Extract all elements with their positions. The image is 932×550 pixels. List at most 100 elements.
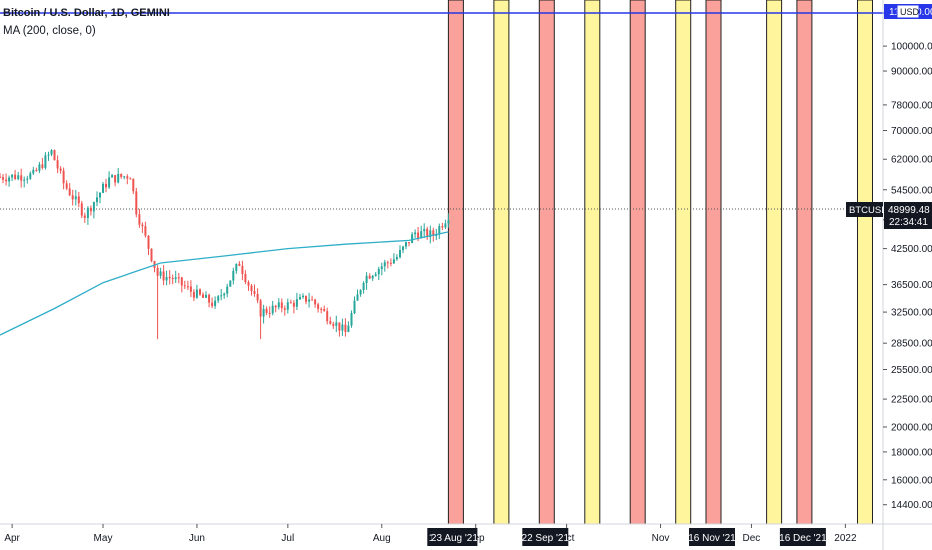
candle-body bbox=[405, 242, 407, 247]
candle-body bbox=[83, 215, 86, 218]
candle-body bbox=[26, 178, 29, 180]
highlight-band-yellow[interactable] bbox=[584, 0, 601, 525]
candle-body bbox=[368, 275, 371, 279]
candle-body bbox=[174, 277, 177, 280]
candle-body bbox=[362, 283, 365, 290]
candle-body bbox=[80, 203, 83, 216]
highlight-band-red[interactable] bbox=[629, 0, 646, 525]
candle-body bbox=[377, 268, 380, 275]
candle-body bbox=[274, 305, 277, 308]
date-badge bbox=[779, 528, 826, 546]
candle-body bbox=[395, 257, 398, 260]
candle-body bbox=[38, 164, 41, 171]
candle-body bbox=[447, 220, 450, 224]
highlight-band-yellow[interactable] bbox=[493, 0, 510, 525]
candle-body bbox=[365, 275, 368, 283]
candle-body bbox=[141, 224, 144, 227]
candle-body bbox=[105, 183, 107, 188]
currency-badge[interactable]: USD bbox=[896, 4, 920, 19]
candle-body bbox=[386, 262, 389, 264]
price-tick-label: 90000.00 bbox=[891, 67, 932, 78]
candle-body bbox=[138, 214, 141, 225]
candle-body bbox=[426, 228, 429, 238]
candle-body bbox=[217, 296, 220, 301]
candle-body bbox=[444, 223, 447, 228]
time-tick-label: Nov bbox=[652, 533, 670, 544]
indicator-label[interactable]: MA (200, close, 0) bbox=[3, 25, 96, 37]
symbol-title[interactable]: Bitcoin / U.S. Dollar, 1D, GEMINI bbox=[3, 7, 170, 19]
candle-body bbox=[429, 230, 432, 238]
candle-body bbox=[235, 264, 238, 271]
candle-body bbox=[389, 262, 392, 264]
candle-body bbox=[126, 176, 129, 179]
last-price-badge: 48999.48 22:34:41 bbox=[884, 202, 932, 229]
candle-body bbox=[114, 175, 117, 183]
highlight-band-red[interactable] bbox=[796, 0, 813, 525]
price-tick-label: 36500.00 bbox=[891, 280, 932, 291]
price-tick-label: 20000.00 bbox=[891, 423, 932, 434]
candle-body bbox=[262, 308, 265, 317]
candle-body bbox=[332, 323, 335, 326]
candle-body bbox=[195, 289, 198, 298]
highlight-band-yellow[interactable] bbox=[766, 0, 783, 525]
time-tick-label: Apr bbox=[4, 533, 20, 544]
highlight-band-red[interactable] bbox=[447, 0, 464, 525]
candle-body bbox=[411, 234, 414, 243]
time-tick-label: Jun bbox=[189, 533, 205, 544]
highlight-band-red[interactable] bbox=[538, 0, 555, 525]
candle-body bbox=[35, 169, 38, 171]
highlight-bands bbox=[447, 0, 873, 525]
candle-body bbox=[414, 232, 417, 235]
candle-body bbox=[320, 308, 323, 310]
candle-body bbox=[189, 286, 192, 292]
candle-body bbox=[102, 183, 104, 193]
candle-body bbox=[408, 242, 410, 244]
candle-body bbox=[62, 170, 65, 184]
highlight-band-yellow[interactable] bbox=[675, 0, 692, 525]
candle-body bbox=[17, 175, 20, 179]
candle-body bbox=[311, 299, 314, 301]
candle-body bbox=[32, 169, 35, 174]
time-tick-label: 2022 bbox=[834, 533, 857, 544]
candle-body bbox=[132, 178, 135, 192]
price-tick-label: 70000.00 bbox=[891, 126, 932, 137]
candle-body bbox=[226, 286, 229, 294]
candle-body bbox=[338, 322, 341, 331]
date-badge bbox=[522, 528, 569, 546]
candle-body bbox=[65, 183, 68, 189]
candle-body bbox=[380, 266, 383, 269]
highlight-band-yellow[interactable] bbox=[857, 0, 873, 525]
candle-body bbox=[441, 226, 444, 228]
ma-line bbox=[0, 231, 449, 336]
candle-body bbox=[271, 305, 274, 314]
candle-body bbox=[165, 277, 168, 281]
candle-body bbox=[256, 294, 259, 301]
candle-body bbox=[96, 197, 98, 203]
candle-body bbox=[199, 289, 201, 295]
price-tick-label: 16000.00 bbox=[891, 475, 932, 486]
price-tick-label: 32500.00 bbox=[891, 308, 932, 319]
candle-body bbox=[14, 174, 17, 179]
candle-body bbox=[135, 191, 138, 215]
candle-body bbox=[265, 308, 268, 313]
candle-body bbox=[108, 177, 111, 188]
candle-body bbox=[29, 173, 32, 179]
candle-body bbox=[420, 231, 423, 239]
candle-body bbox=[259, 300, 262, 317]
candle-body bbox=[99, 192, 101, 198]
highlight-band-red[interactable] bbox=[705, 0, 722, 525]
candle-body bbox=[344, 324, 347, 332]
candle-body bbox=[120, 173, 123, 177]
candle-body bbox=[423, 228, 426, 232]
candle-body bbox=[417, 232, 420, 239]
candle-body bbox=[89, 207, 92, 212]
candle-body bbox=[5, 179, 8, 182]
candle-body bbox=[44, 155, 47, 168]
candle-body bbox=[247, 282, 250, 286]
candle-body bbox=[56, 160, 59, 169]
candle-body bbox=[180, 277, 183, 286]
candle-body bbox=[192, 291, 195, 298]
candle-body bbox=[232, 270, 235, 281]
